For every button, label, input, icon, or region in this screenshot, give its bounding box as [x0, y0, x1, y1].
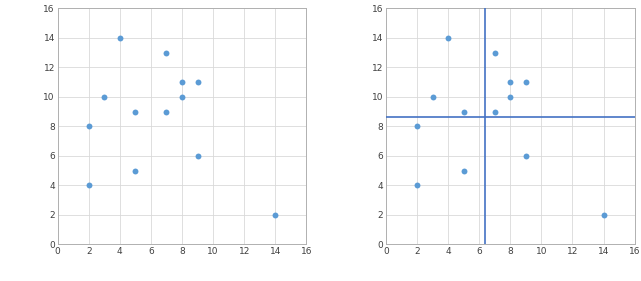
Point — [458, 109, 469, 114]
Point — [162, 109, 172, 114]
Point — [412, 124, 422, 129]
Point — [130, 109, 140, 114]
Point — [130, 168, 140, 173]
Point — [270, 213, 280, 217]
Point — [83, 183, 94, 188]
Point — [177, 80, 187, 84]
Point — [192, 154, 203, 158]
Point — [599, 213, 609, 217]
Point — [177, 95, 187, 99]
Point — [412, 183, 422, 188]
Point — [490, 109, 500, 114]
Point — [443, 36, 453, 40]
Point — [162, 51, 172, 55]
Point — [490, 51, 500, 55]
Point — [505, 80, 515, 84]
Point — [458, 168, 469, 173]
Point — [520, 154, 531, 158]
Point — [99, 95, 110, 99]
Point — [428, 95, 438, 99]
Point — [83, 124, 94, 129]
Point — [520, 80, 531, 84]
Point — [505, 95, 515, 99]
Point — [192, 80, 203, 84]
Point — [115, 36, 125, 40]
